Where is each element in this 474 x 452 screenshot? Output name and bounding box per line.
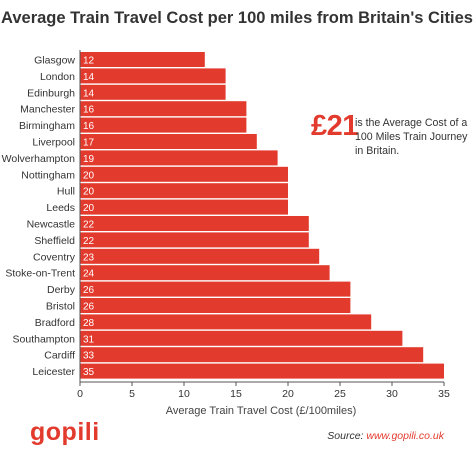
category-label: Stoke-on-Trent	[5, 268, 75, 280]
data-label: 23	[83, 252, 95, 263]
category-label: Bristol	[46, 301, 75, 313]
data-label: 17	[83, 138, 95, 149]
bar	[80, 134, 257, 149]
category-label: Leeds	[46, 202, 75, 214]
category-label: Birmingham	[19, 120, 75, 132]
category-label: Bradford	[35, 317, 75, 329]
bar	[80, 52, 205, 67]
category-label: Glasgow	[34, 55, 75, 67]
bar	[80, 216, 309, 231]
category-label: Cardiff	[44, 350, 75, 362]
category-label: Newcastle	[27, 219, 76, 231]
category-label: Liverpool	[32, 137, 75, 149]
data-label: 26	[83, 285, 95, 296]
bar	[80, 84, 226, 100]
average-description: is the Average Cost of a 100 Miles Train…	[355, 117, 468, 157]
category-label: Hull	[57, 186, 75, 198]
bar	[80, 183, 288, 199]
bar	[80, 363, 444, 379]
bar	[80, 314, 372, 330]
category-label: Coventry	[33, 251, 76, 263]
data-label: 31	[83, 334, 95, 345]
data-label: 22	[83, 236, 95, 247]
data-label: 14	[83, 72, 95, 83]
chart-title: Average Train Travel Cost per 100 miles …	[1, 9, 473, 27]
bar	[80, 265, 330, 281]
x-tick-label: 35	[438, 388, 450, 400]
bar	[80, 232, 309, 248]
x-tick-label: 25	[334, 388, 346, 400]
bar	[80, 281, 351, 297]
data-label: 12	[83, 56, 95, 67]
logo-text: gopili	[30, 418, 100, 446]
x-tick-label: 0	[77, 388, 83, 400]
bar	[80, 248, 320, 264]
bar	[80, 298, 351, 313]
category-label: Leicester	[32, 366, 75, 378]
bar	[80, 347, 424, 363]
bar	[80, 330, 403, 346]
data-label: 20	[83, 170, 95, 181]
x-tick-label: 30	[386, 388, 398, 400]
data-label: 35	[83, 367, 95, 378]
data-label: 20	[83, 203, 95, 214]
category-label: Edinburgh	[27, 87, 75, 99]
x-tick-label: 20	[282, 388, 294, 400]
bar	[80, 68, 226, 84]
x-tick-label: 15	[230, 388, 242, 400]
category-label: London	[40, 71, 75, 83]
category-label: Wolverhampton	[2, 153, 76, 165]
gopili-logo[interactable]: gopili	[30, 418, 150, 446]
category-label: Southampton	[13, 333, 76, 345]
average-value: £21	[311, 110, 358, 142]
category-label: Nottingham	[21, 169, 75, 181]
data-label: 24	[83, 269, 95, 280]
data-label: 19	[83, 154, 95, 165]
category-label: Manchester	[20, 104, 75, 116]
bar	[80, 150, 278, 166]
category-label: Derby	[47, 284, 76, 296]
source-note: Source: www.gopili.co.uk	[327, 430, 444, 442]
x-tick-label: 5	[129, 388, 135, 400]
data-label: 33	[83, 351, 95, 362]
x-axis-label: Average Train Travel Cost (£/100miles)	[165, 405, 357, 417]
source-link[interactable]: www.gopili.co.uk	[366, 430, 444, 442]
data-label: 26	[83, 302, 95, 313]
bar	[80, 199, 288, 215]
x-tick-label: 10	[178, 388, 190, 400]
average-callout: £21 is the Average Cost of a 100 Miles T…	[311, 110, 471, 157]
data-label: 16	[83, 105, 95, 116]
bar	[80, 101, 247, 117]
data-label: 16	[83, 121, 95, 132]
data-label: 22	[83, 220, 95, 231]
bar	[80, 166, 288, 182]
data-label: 20	[83, 187, 95, 198]
category-label: Sheffield	[34, 235, 75, 247]
source-label: Source:	[327, 430, 364, 442]
bar	[80, 117, 247, 133]
data-label: 14	[83, 88, 95, 99]
data-label: 28	[83, 318, 95, 329]
